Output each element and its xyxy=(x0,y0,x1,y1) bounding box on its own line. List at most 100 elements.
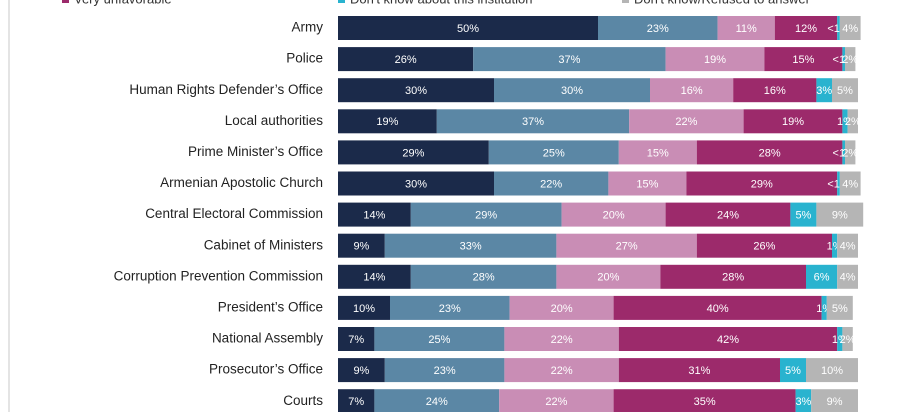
value-label: 30% xyxy=(405,178,427,190)
bar-segment xyxy=(821,295,827,320)
bar-segment xyxy=(338,16,598,40)
category-label: Police xyxy=(286,51,323,66)
value-label: 16% xyxy=(764,85,786,97)
bar-segment xyxy=(618,358,780,383)
bar-segment xyxy=(629,109,744,134)
legend-swatch xyxy=(338,0,345,3)
value-label: 35% xyxy=(694,396,716,408)
value-label: 7% xyxy=(348,396,364,408)
bar-segment xyxy=(556,264,661,289)
value-label: 27% xyxy=(616,241,638,253)
bar-segment xyxy=(338,78,494,103)
bar-segment xyxy=(686,171,838,196)
value-label: 15% xyxy=(792,54,814,66)
bar-segment xyxy=(832,233,838,258)
value-label: 4% xyxy=(842,23,858,35)
bar-segment xyxy=(811,389,858,412)
value-label: 14% xyxy=(363,210,385,222)
bar-segment xyxy=(410,202,562,227)
value-label: 4% xyxy=(840,241,856,253)
bar-segment xyxy=(665,47,765,72)
value-label: 19% xyxy=(782,116,804,128)
bar-segment xyxy=(764,47,843,72)
bar-segment xyxy=(374,389,500,412)
bar-segment xyxy=(842,47,845,72)
bar-segment xyxy=(837,16,840,40)
category-label: Courts xyxy=(283,393,323,408)
bar-segment xyxy=(845,47,856,72)
value-label: 9% xyxy=(832,210,848,222)
value-label: 5% xyxy=(795,210,811,222)
bar-segment xyxy=(842,327,853,351)
value-label: 16% xyxy=(681,85,703,97)
value-label: 9% xyxy=(827,396,843,408)
value-label: 33% xyxy=(460,241,482,253)
legend-swatch xyxy=(622,0,629,3)
value-label: 22% xyxy=(551,365,573,377)
bar-segment xyxy=(660,264,806,289)
category-label: Army xyxy=(292,20,324,35)
value-label: 6% xyxy=(814,272,830,284)
bar-segment xyxy=(665,202,791,227)
value-label: 24% xyxy=(717,210,739,222)
bar-segment xyxy=(839,171,861,196)
bar-segment xyxy=(733,78,817,103)
value-label: 20% xyxy=(603,210,625,222)
bar-segment xyxy=(837,327,843,351)
value-label: 25% xyxy=(428,334,450,346)
value-label: 26% xyxy=(753,241,775,253)
bar-segment xyxy=(618,327,838,351)
bar-segment xyxy=(338,140,489,165)
value-label: 50% xyxy=(457,23,479,35)
bar-segment xyxy=(847,109,858,134)
bar-segment xyxy=(374,327,505,351)
value-label: 2% xyxy=(842,147,858,159)
bar-segment xyxy=(696,233,832,258)
value-label: 29% xyxy=(751,178,773,190)
bar-segment xyxy=(338,264,411,289)
value-label: 42% xyxy=(717,334,739,346)
bar-segment xyxy=(816,202,864,227)
bar-segment xyxy=(774,16,838,40)
bar-segment xyxy=(613,389,796,412)
value-label: 10% xyxy=(353,303,375,315)
category-label: Prime Minister’s Office xyxy=(188,144,323,159)
category-label: Prosecutor’s Office xyxy=(209,362,323,377)
category-label: Human Rights Defender’s Office xyxy=(129,82,323,97)
bar-segment xyxy=(384,233,557,258)
value-label: 29% xyxy=(475,210,497,222)
value-label: 20% xyxy=(597,272,619,284)
bar-segment xyxy=(338,233,385,258)
value-label: 30% xyxy=(561,85,583,97)
value-label: 15% xyxy=(647,147,669,159)
category-label: President’s Office xyxy=(218,299,323,314)
bar-segment xyxy=(717,16,775,40)
bar-segment xyxy=(806,358,858,383)
category-label: Central Electoral Commission xyxy=(145,206,323,221)
bar-segment xyxy=(842,140,845,165)
value-label: 23% xyxy=(647,23,669,35)
value-label: 22% xyxy=(545,396,567,408)
value-label: 19% xyxy=(376,116,398,128)
value-label: 3% xyxy=(795,396,811,408)
category-label: Corruption Prevention Commission xyxy=(114,268,323,283)
bar-segment xyxy=(780,358,806,383)
category-label: Cabinet of Ministers xyxy=(204,237,324,252)
bar-segment xyxy=(790,202,817,227)
value-label: 12% xyxy=(795,23,817,35)
value-label: 23% xyxy=(434,365,456,377)
value-label: 40% xyxy=(707,303,729,315)
value-label: 5% xyxy=(837,85,853,97)
bar-segment xyxy=(826,295,853,320)
bar-segment xyxy=(837,171,840,196)
bar-segment xyxy=(598,16,718,40)
bar-segment xyxy=(499,389,614,412)
bar-segment xyxy=(338,47,474,72)
category-label: Armenian Apostolic Church xyxy=(160,175,323,190)
value-label: 9% xyxy=(353,365,369,377)
value-label: 26% xyxy=(395,54,417,66)
bar-segment xyxy=(618,140,697,165)
bar-segment xyxy=(410,264,557,289)
bar-segment xyxy=(650,78,734,103)
